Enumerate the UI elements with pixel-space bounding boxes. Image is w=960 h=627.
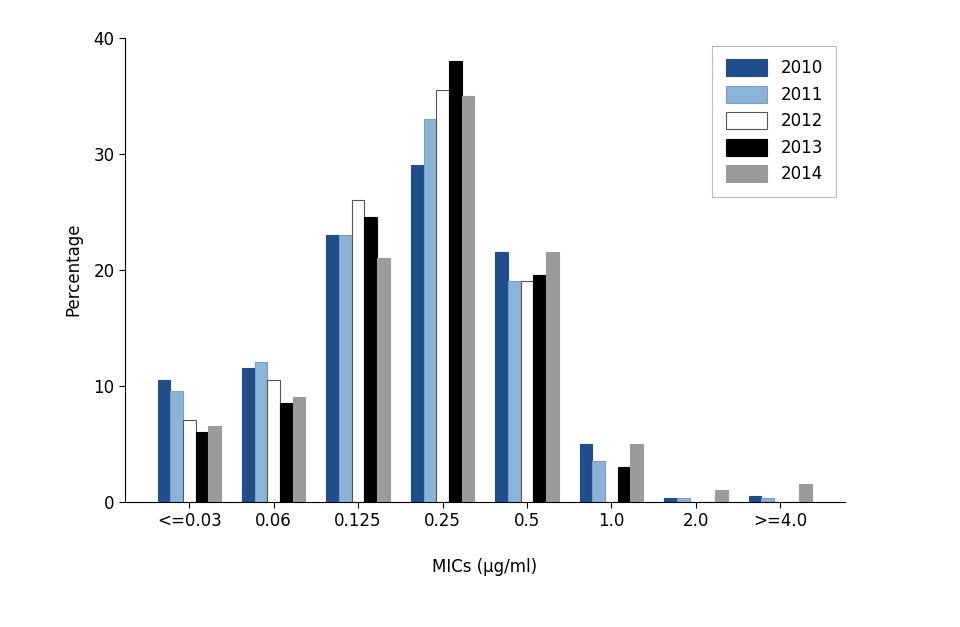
Bar bbox=[339, 235, 351, 502]
Bar bbox=[208, 426, 221, 502]
Legend: 2010, 2011, 2012, 2013, 2014: 2010, 2011, 2012, 2013, 2014 bbox=[712, 46, 836, 197]
Bar bbox=[170, 391, 182, 502]
Y-axis label: Percentage: Percentage bbox=[64, 223, 83, 317]
Bar bbox=[546, 252, 559, 502]
Bar bbox=[196, 432, 208, 502]
Bar bbox=[293, 398, 305, 502]
Bar bbox=[462, 96, 474, 502]
Bar bbox=[449, 61, 462, 502]
Bar bbox=[800, 484, 812, 502]
Bar bbox=[534, 275, 546, 502]
Bar bbox=[280, 403, 293, 502]
Bar bbox=[618, 466, 631, 502]
Bar bbox=[580, 444, 592, 502]
Bar bbox=[326, 235, 339, 502]
Bar bbox=[423, 119, 436, 502]
Bar bbox=[411, 165, 423, 502]
Bar bbox=[495, 252, 508, 502]
Bar bbox=[436, 90, 449, 502]
Bar bbox=[677, 498, 689, 502]
Bar bbox=[351, 200, 365, 502]
Bar bbox=[715, 490, 728, 502]
Bar bbox=[157, 380, 170, 502]
Bar bbox=[749, 496, 761, 502]
Bar bbox=[242, 368, 254, 502]
Bar bbox=[761, 498, 774, 502]
Bar bbox=[377, 258, 390, 502]
Bar bbox=[182, 420, 196, 502]
Bar bbox=[267, 380, 280, 502]
Bar bbox=[631, 444, 643, 502]
Bar bbox=[508, 282, 520, 502]
Bar bbox=[664, 498, 677, 502]
Bar bbox=[592, 461, 605, 502]
Bar bbox=[520, 282, 534, 502]
Bar bbox=[254, 362, 267, 502]
Bar bbox=[365, 218, 377, 502]
X-axis label: MICs (μg/ml): MICs (μg/ml) bbox=[432, 558, 538, 576]
